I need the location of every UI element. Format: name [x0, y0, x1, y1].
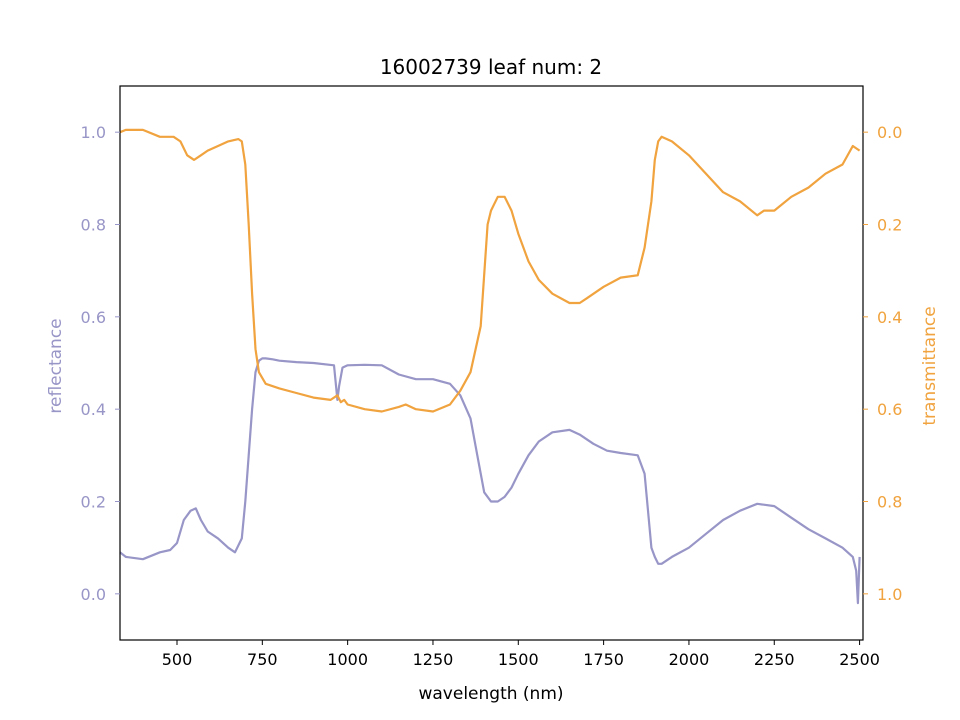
x-axis: 500 750 1000 1250 1500 1750 2000 2250 2500 [162, 640, 880, 669]
x-tick-label: 1750 [583, 650, 624, 669]
x-tick-label: 2500 [839, 650, 880, 669]
reflectance-line [119, 357, 861, 605]
right-y-tick-label: 0.4 [877, 308, 902, 327]
right-y-tick-label: 0.8 [877, 493, 902, 512]
plot-frame [119, 85, 864, 641]
right-y-tick-label: 0.0 [877, 123, 902, 142]
chart-title: 16002739 leaf num: 2 [380, 55, 602, 79]
x-tick-label: 500 [162, 650, 193, 669]
x-tick-label: 1250 [413, 650, 454, 669]
x-tick-label: 2000 [669, 650, 710, 669]
left-y-tick-label: 1.0 [81, 123, 106, 142]
right-y-tick-label: 0.6 [877, 400, 902, 419]
left-y-axis: 0.0 0.2 0.4 0.6 0.8 1.0 [81, 123, 120, 604]
x-tick-label: 1000 [327, 650, 368, 669]
left-y-axis-label: reflectance [46, 318, 66, 413]
x-axis-label: wavelength (nm) [418, 684, 563, 704]
left-y-tick-label: 0.0 [81, 585, 106, 604]
right-y-axis: 0.0 0.2 0.4 0.6 0.8 1.0 [863, 123, 902, 604]
right-y-tick-label: 1.0 [877, 585, 902, 604]
left-y-tick-label: 0.2 [81, 493, 106, 512]
x-tick-label: 1500 [498, 650, 539, 669]
x-tick-label: 750 [247, 650, 278, 669]
transmittance-line [119, 128, 861, 413]
series-layer [119, 128, 861, 605]
right-y-tick-label: 0.2 [877, 216, 902, 235]
right-y-axis-label: transmittance [920, 306, 940, 425]
left-y-tick-label: 0.6 [81, 308, 106, 327]
left-y-tick-label: 0.8 [81, 216, 106, 235]
x-tick-label: 2250 [754, 650, 795, 669]
left-y-tick-label: 0.4 [81, 400, 106, 419]
